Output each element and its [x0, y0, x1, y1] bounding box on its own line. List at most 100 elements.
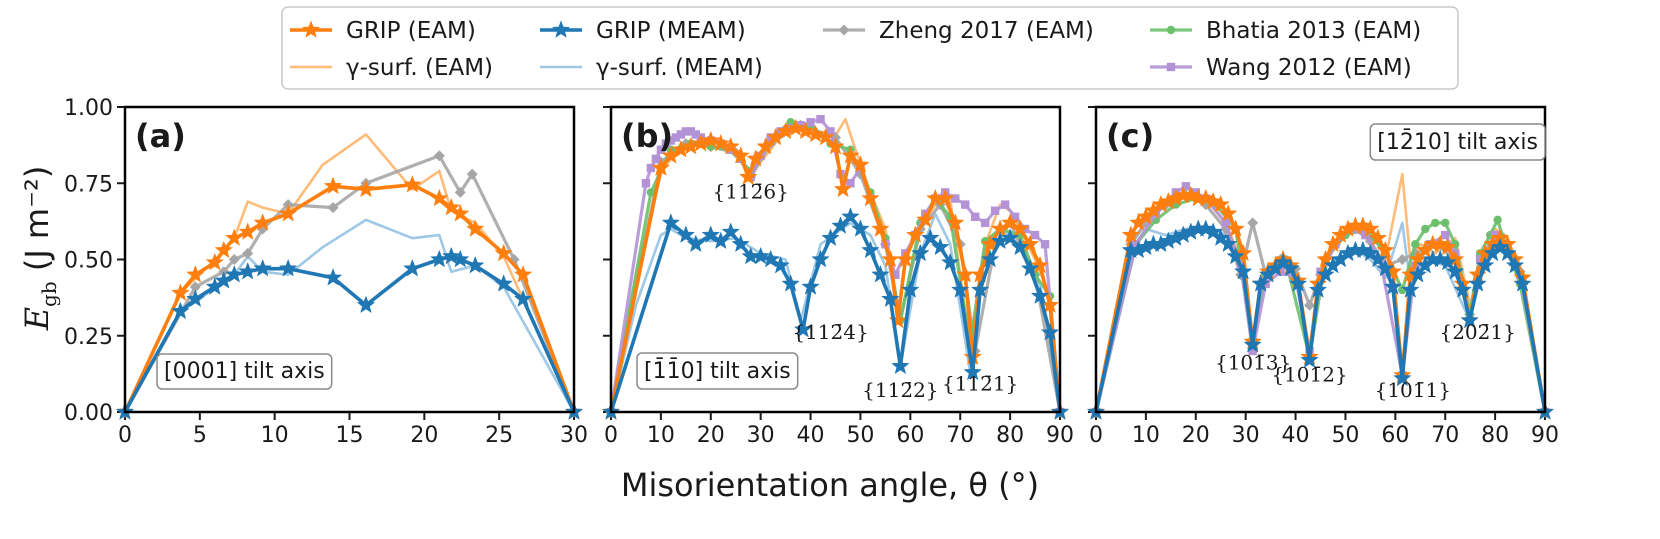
legend-diamond-icon [838, 24, 850, 36]
data-point-star [1513, 274, 1532, 292]
data-point-square [646, 163, 656, 173]
data-point-square [816, 115, 825, 124]
x-ticks: 0 5 10 15 20 25 30 [118, 412, 588, 448]
legend-circle-icon [1166, 25, 1176, 35]
data-point-circle [1493, 215, 1502, 225]
data-point-star [781, 274, 800, 292]
panel-label: (a) [135, 117, 186, 155]
data-point-star [801, 277, 820, 295]
tilt-axis-label: [12̄10] tilt axis [1377, 129, 1538, 155]
data-point-star [465, 219, 485, 237]
x-tick-label: 50 [846, 423, 874, 448]
x-ticks: 0 10 20 30 40 50 60 70 80 90 [1089, 412, 1559, 448]
data-point-star [1438, 237, 1457, 256]
data-point-star [1300, 350, 1319, 369]
data-point-diamond [454, 186, 466, 198]
panels: 0 5 10 15 20 25 30 0.00 0.25 0.50 0.75 1.00 (a) [0001… [64, 96, 1559, 448]
data-point-star [1211, 194, 1230, 213]
facet-label: {101̄3} [1215, 350, 1291, 374]
data-point-circle [1411, 240, 1420, 249]
data-point-star [1010, 219, 1030, 237]
data-point-square [846, 179, 855, 188]
data-point-star [1376, 240, 1395, 259]
data-point-star [891, 356, 910, 375]
data-point-diamond [1247, 217, 1259, 229]
data-point-star [816, 127, 835, 146]
data-point-square [1221, 218, 1230, 228]
data-point-star [1323, 234, 1343, 253]
facet-label: {112̄1} [942, 372, 1018, 396]
data-point-diamond [228, 254, 240, 265]
data-point-star [811, 249, 830, 268]
data-point-star [970, 280, 990, 298]
data-point-star [1281, 258, 1300, 277]
data-point-star [871, 219, 890, 237]
data-point-star [1505, 255, 1525, 274]
data-point-star [786, 118, 805, 137]
data-point-star [278, 204, 298, 222]
x-tick-label: 80 [1481, 423, 1509, 448]
data-point-star [1218, 234, 1238, 253]
data-point-star [323, 268, 343, 286]
data-point-circle [1441, 218, 1450, 228]
data-point-star [1121, 225, 1141, 243]
data-point-star [494, 274, 513, 292]
data-point-star [1010, 237, 1030, 256]
data-point-star [1316, 265, 1335, 283]
panel-b: 0 10 20 30 40 50 60 70 80 90(b)[1̄1̄0] tilt axis{… [601, 105, 1074, 448]
data-point-star [980, 249, 1000, 268]
data-point-star [793, 319, 813, 338]
data-point-star [806, 124, 825, 143]
data-point-diamond [242, 247, 254, 259]
data-point-star [214, 240, 234, 259]
data-point-star [921, 228, 940, 247]
data-point-star [896, 249, 915, 268]
data-point-star [738, 167, 758, 186]
data-point-star [442, 197, 461, 216]
data-point-star [931, 237, 950, 256]
data-point-star [186, 289, 205, 308]
data-point-star [711, 133, 730, 152]
x-tick-label: 60 [1381, 423, 1409, 448]
x-tick-label: 40 [1282, 423, 1310, 448]
data-point-square [990, 206, 1000, 215]
plot-frame [123, 105, 576, 414]
data-point-square [686, 127, 696, 136]
data-point-star [950, 280, 970, 298]
data-point-star [1251, 274, 1270, 292]
data-point-star [356, 179, 376, 198]
data-point-square [1030, 230, 1040, 240]
data-point-square [1131, 240, 1141, 249]
panel-label: (c) [1106, 117, 1154, 155]
data-point-star [841, 207, 860, 225]
data-point-square [1040, 240, 1050, 249]
data-point-star [821, 228, 840, 247]
legend: GRIP (EAM) γ-surf. (EAM) GRIP (MEAM) γ-surf… [281, 6, 1459, 90]
x-tick-label: 50 [1331, 423, 1359, 448]
data-point-star [1368, 228, 1388, 247]
data-point-star [1288, 274, 1308, 292]
legend-label: Zheng 2017 (EAM) [879, 18, 1094, 44]
data-point-star [901, 280, 920, 298]
data-point-star [916, 210, 935, 228]
x-tick-label: 25 [485, 423, 513, 448]
data-point-star [936, 188, 955, 207]
data-point-star [701, 130, 721, 149]
data-point-star [661, 213, 681, 231]
data-point-star [881, 289, 900, 308]
data-point-square [891, 270, 900, 279]
panel-a: 0 5 10 15 20 25 30 0.00 0.25 0.50 0.75 1.00 (a) [0001… [64, 96, 588, 448]
data-point-star [451, 204, 470, 222]
data-point-star [323, 176, 343, 195]
tilt-axis-note: [12̄10] tilt axis [1369, 123, 1546, 161]
data-point-star [851, 155, 870, 173]
data-point-square [661, 139, 671, 148]
legend-label: Wang 2012 (EAM) [1206, 55, 1412, 81]
y-tick-label: 1.00 [64, 96, 113, 121]
data-point-star [171, 301, 190, 320]
x-tick-label: 30 [747, 423, 775, 448]
y-tick-label: 0.00 [64, 401, 113, 426]
data-point-star [841, 146, 860, 164]
legend-entry-wang-2012-eam: Wang 2012 (EAM) [1150, 55, 1412, 81]
